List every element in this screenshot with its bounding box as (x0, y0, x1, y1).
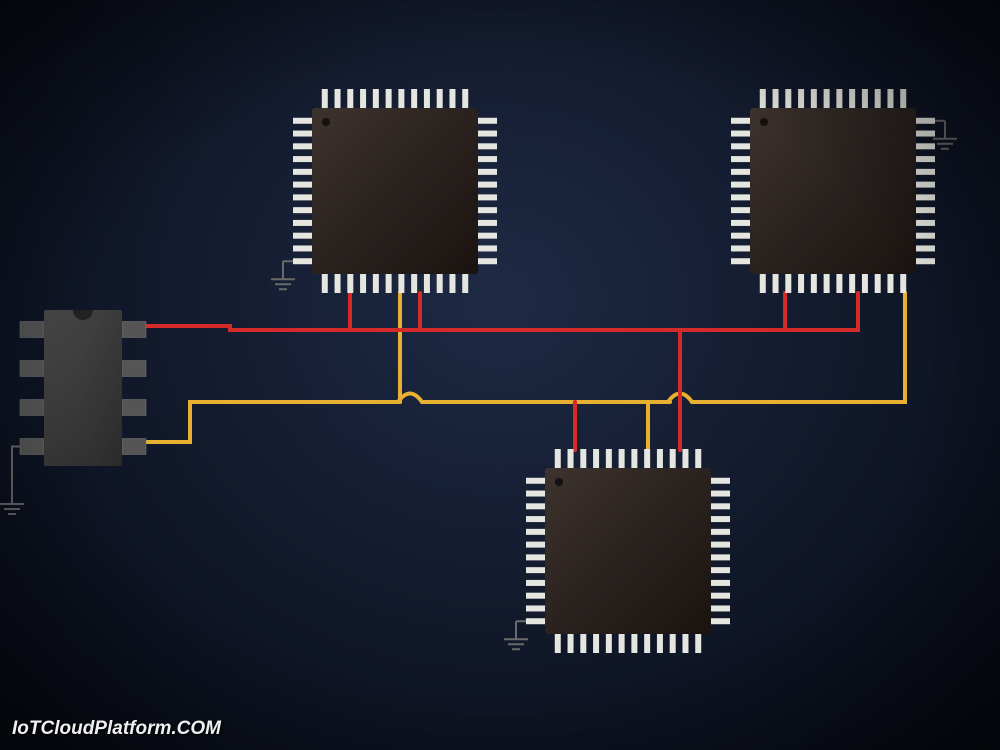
qfp-chip-bottom (504, 449, 730, 653)
circuit-diagram (0, 0, 1000, 750)
watermark-text: IoTCloudPlatform.COM (12, 718, 221, 740)
qfp-chip-top_left (271, 89, 497, 293)
dip8-chip (0, 310, 146, 514)
chips-layer (0, 89, 957, 653)
wires-layer (147, 293, 905, 450)
qfp-chip-top_right (731, 89, 957, 293)
